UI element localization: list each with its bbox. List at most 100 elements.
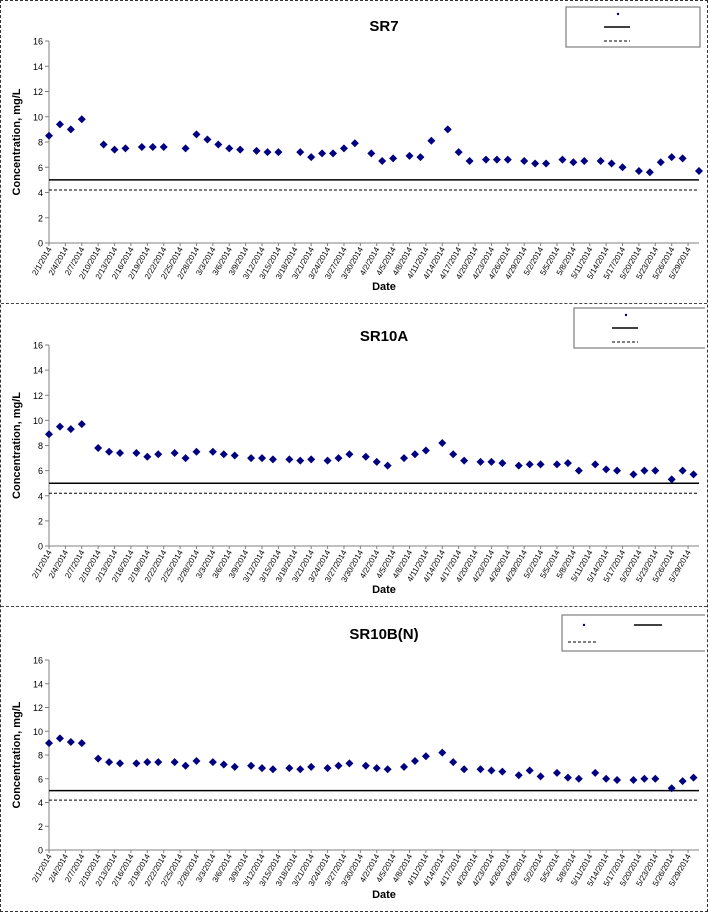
data-point [208, 447, 217, 456]
data-point [416, 153, 425, 162]
data-point [460, 456, 469, 465]
legend-box [561, 614, 705, 652]
data-point [323, 764, 332, 773]
data-point [45, 430, 53, 439]
data-point [602, 774, 611, 783]
data-point [208, 758, 217, 767]
data-point [143, 758, 152, 767]
chart-panel-sr7: SR7 Concentration, mg/L 0 2 4 6 8 10 12 14 16 2/1/2… [3, 1, 705, 302]
data-point [192, 130, 201, 139]
data-point [487, 766, 496, 775]
data-point [629, 775, 638, 784]
data-point [323, 456, 332, 465]
data-point [558, 155, 567, 164]
chart-svg: SR10B(N) Concentration, mg/L 0 2 4 6 8 10 12 14 16… [11, 614, 705, 901]
data-point [678, 777, 687, 786]
chart-title: SR10A [360, 328, 409, 345]
data-point [487, 457, 496, 466]
data-point [536, 772, 545, 781]
data-point [181, 454, 190, 463]
chart-panel-sr10a: SR10A Concentration, mg/L 0 2 4 6 8 10 12 14 16 2/1… [3, 304, 705, 605]
data-point [618, 163, 627, 172]
y-axis-label: Concentration, mg/L [11, 392, 23, 499]
data-point [678, 466, 687, 475]
data-point [361, 761, 370, 770]
data-point [492, 155, 501, 164]
data-point [613, 466, 622, 475]
data-point [574, 774, 583, 783]
y-tick-label: 10 [33, 112, 43, 122]
data-point [110, 145, 119, 154]
data-point [449, 758, 458, 767]
y-tick-label: 2 [38, 213, 43, 223]
y-tick-label: 0 [38, 239, 43, 249]
data-point [367, 149, 376, 158]
y-tick-label: 12 [33, 391, 43, 401]
data-point [476, 765, 485, 774]
data-point [498, 767, 507, 776]
data-point [634, 167, 643, 176]
data-point [148, 143, 157, 152]
data-point [481, 155, 490, 164]
y-tick-label: 6 [38, 466, 43, 476]
data-point [45, 131, 53, 140]
data-point [591, 460, 600, 469]
y-tick-label: 12 [33, 87, 43, 97]
y-tick-label: 14 [33, 366, 43, 376]
data-point [602, 465, 611, 474]
data-point [181, 761, 190, 770]
data-point [372, 764, 381, 773]
data-point [503, 155, 512, 164]
data-point [132, 449, 141, 458]
data-point [542, 159, 551, 168]
data-point [405, 151, 414, 160]
data-point [689, 470, 698, 479]
data-point [569, 158, 578, 167]
y-tick-label: 2 [38, 822, 43, 832]
data-point [132, 759, 141, 768]
x-axis-label: Date [372, 584, 396, 596]
legend-marker-symbol [582, 623, 586, 627]
data-point [498, 459, 507, 468]
data-point [640, 466, 649, 475]
y-tick-label: 16 [33, 656, 43, 666]
data-point [438, 438, 447, 447]
data-point [656, 158, 665, 167]
data-point [410, 450, 419, 459]
data-point [596, 156, 605, 165]
data-point [219, 760, 228, 769]
chart-panel-sr10b: SR10B(N) Concentration, mg/L 0 2 4 6 8 10 12 14 16… [3, 607, 705, 910]
y-tick-label: 16 [33, 341, 43, 351]
data-point [121, 144, 130, 153]
data-point [389, 154, 398, 163]
data-point [438, 748, 447, 757]
data-point [525, 460, 534, 469]
data-point [563, 773, 572, 782]
data-point [307, 762, 316, 771]
data-point [410, 756, 419, 765]
y-tick-label: 6 [38, 774, 43, 784]
data-point [531, 159, 540, 168]
y-tick-label: 8 [38, 751, 43, 761]
legend-box [565, 6, 701, 48]
data-point [443, 125, 452, 134]
data-point [339, 144, 348, 153]
x-axis-label: Date [372, 889, 396, 901]
y-tick-label: 16 [33, 37, 43, 47]
data-point [296, 765, 305, 774]
y-tick-label: 10 [33, 416, 43, 426]
data-point [695, 167, 703, 176]
data-point [263, 148, 272, 157]
data-point [476, 457, 485, 466]
data-point [94, 754, 103, 763]
data-point [678, 154, 687, 163]
y-tick-label: 0 [38, 846, 43, 856]
y-tick-label: 10 [33, 727, 43, 737]
x-axis-label: Date [372, 281, 396, 293]
data-point [159, 143, 168, 152]
data-point [651, 466, 660, 475]
data-point [345, 759, 354, 768]
data-point [214, 140, 223, 149]
data-point [460, 765, 469, 774]
